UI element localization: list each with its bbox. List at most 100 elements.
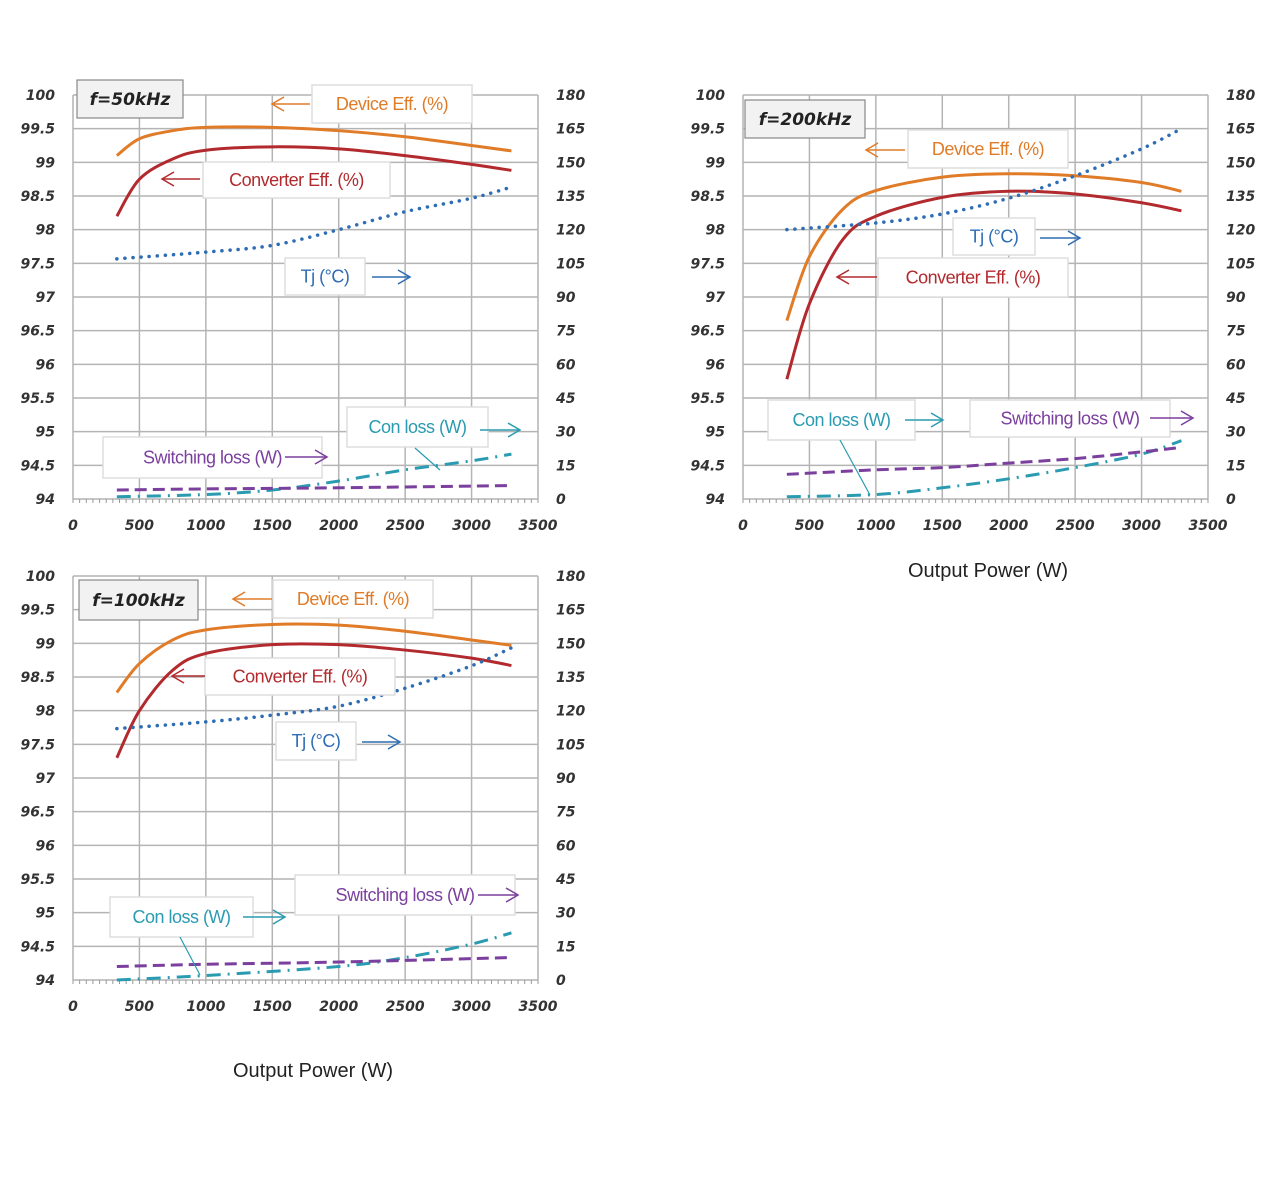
annotation-box-device xyxy=(907,129,1069,169)
x-tick-label: 500 xyxy=(125,999,154,1015)
x-tick-label: 1000 xyxy=(186,999,225,1015)
left-y-tick-label: 98 xyxy=(36,704,56,720)
left-y-tick-label: 100 xyxy=(696,88,725,104)
x-tick-label: 1000 xyxy=(186,518,225,534)
x-tick-label: 2500 xyxy=(386,999,425,1015)
left-y-tick-label: 98.5 xyxy=(20,670,55,686)
x-tick-label: 500 xyxy=(795,518,824,534)
left-y-tick-label: 98.5 xyxy=(690,189,725,205)
right-y-tick-label: 60 xyxy=(556,838,576,854)
annotation-box-tj xyxy=(952,217,1036,256)
right-y-tick-label: 30 xyxy=(556,906,576,922)
right-y-tick-label: 135 xyxy=(1226,189,1255,205)
right-y-tick-label: 105 xyxy=(556,256,585,272)
x-axis-title: Output Power (W) xyxy=(233,1060,393,1082)
left-y-tick-label: 95.5 xyxy=(20,391,55,407)
left-y-tick-label: 94 xyxy=(706,492,725,508)
arrowhead-icon xyxy=(314,449,329,465)
left-y-tick-label: 97.5 xyxy=(20,256,55,272)
left-y-tick-label: 96.5 xyxy=(20,324,55,340)
frequency-label: f=200kHz xyxy=(759,110,852,130)
x-tick-label: 3500 xyxy=(1189,518,1228,534)
right-y-tick-label: 45 xyxy=(1225,391,1246,407)
arrowhead-icon xyxy=(270,96,285,112)
chart-f50khz: 0 500 1000 1500 2000 2500 3000 3500 94 0 94.5 15 95 3… xyxy=(20,79,585,534)
x-tick-label: 3000 xyxy=(452,518,491,534)
left-y-tick-label: 96 xyxy=(36,838,56,854)
left-y-tick-label: 99 xyxy=(36,155,56,171)
annotation-label-tj: Tj (°C) xyxy=(301,267,350,287)
right-y-tick-label: 180 xyxy=(556,569,585,585)
left-y-tick-label: 96.5 xyxy=(20,805,55,821)
x-tick-label: 1500 xyxy=(253,518,292,534)
right-y-tick-label: 60 xyxy=(556,357,576,373)
x-tick-label: 3500 xyxy=(519,518,558,534)
annotation-label-tj: Tj (°C) xyxy=(292,731,341,751)
frequency-label-box xyxy=(744,99,866,139)
annotation-label-converter: Converter Eff. (%) xyxy=(906,268,1041,288)
pointer-line xyxy=(179,936,201,976)
x-tick-label: 3000 xyxy=(452,999,491,1015)
chart-f100khz: 0 500 1000 1500 2000 2500 3000 3500 94 0 94.5 15 95 3… xyxy=(20,569,585,1082)
x-tick-label: 0 xyxy=(738,518,748,534)
annotation-box-converter xyxy=(877,257,1069,298)
annotation-label-sw: Switching loss (W) xyxy=(335,885,474,905)
frequency-label-box xyxy=(78,579,199,621)
right-y-tick-label: 15 xyxy=(1226,458,1246,474)
x-tick-label: 2500 xyxy=(1056,518,1095,534)
pointer-line xyxy=(414,447,441,471)
annotation-label-converter: Converter Eff. (%) xyxy=(229,170,364,190)
left-y-tick-label: 98.5 xyxy=(20,189,55,205)
right-y-tick-label: 135 xyxy=(556,670,585,686)
left-y-tick-label: 95 xyxy=(36,906,56,922)
annotation-box-sw xyxy=(969,399,1171,438)
x-tick-label: 3500 xyxy=(519,999,558,1015)
x-tick-label: 1000 xyxy=(856,518,895,534)
left-y-tick-label: 99 xyxy=(706,155,726,171)
right-y-tick-label: 75 xyxy=(1226,324,1246,340)
x-tick-label: 0 xyxy=(68,999,78,1015)
annotation-label-device: Device Eff. (%) xyxy=(932,139,1044,159)
right-y-tick-label: 0 xyxy=(556,973,566,989)
series-line-con xyxy=(116,452,512,499)
x-tick-label: 3000 xyxy=(1122,518,1161,534)
right-y-tick-label: 75 xyxy=(556,324,576,340)
right-y-tick-label: 120 xyxy=(1226,223,1255,239)
left-y-tick-label: 94.5 xyxy=(690,458,725,474)
x-tick-label: 2000 xyxy=(319,518,358,534)
right-y-tick-label: 15 xyxy=(556,939,576,955)
right-y-tick-label: 30 xyxy=(1226,425,1246,441)
left-y-tick-label: 100 xyxy=(26,88,55,104)
left-y-tick-label: 99 xyxy=(36,636,56,652)
right-y-tick-label: 15 xyxy=(556,458,576,474)
x-tick-label: 2000 xyxy=(319,999,358,1015)
annotation-box-tj xyxy=(275,721,357,761)
series-line-sw xyxy=(116,484,512,492)
left-y-tick-label: 94 xyxy=(36,973,55,989)
annotation-box-converter xyxy=(202,161,391,199)
left-y-tick-label: 94.5 xyxy=(20,458,55,474)
left-y-tick-label: 96 xyxy=(706,357,726,373)
right-y-tick-label: 165 xyxy=(556,122,585,138)
right-y-tick-label: 90 xyxy=(1226,290,1246,306)
left-y-tick-label: 96 xyxy=(36,357,56,373)
left-y-tick-label: 97.5 xyxy=(690,256,725,272)
x-tick-label: 0 xyxy=(68,518,78,534)
series-line-device xyxy=(785,172,1182,322)
annotation-box-device xyxy=(311,84,473,124)
right-y-tick-label: 135 xyxy=(556,189,585,205)
left-y-tick-label: 100 xyxy=(26,569,55,585)
x-tick-label: 1500 xyxy=(923,518,962,534)
right-y-tick-label: 75 xyxy=(556,805,576,821)
left-y-tick-label: 96.5 xyxy=(690,324,725,340)
right-y-tick-label: 105 xyxy=(556,737,585,753)
left-y-tick-label: 97.5 xyxy=(20,737,55,753)
arrowhead-icon xyxy=(397,269,412,285)
pointer-line xyxy=(839,439,871,496)
annotation-box-con xyxy=(346,406,489,448)
right-y-tick-label: 45 xyxy=(555,391,576,407)
annotation-label-con: Con loss (W) xyxy=(368,417,466,437)
left-y-tick-label: 95 xyxy=(706,425,726,441)
